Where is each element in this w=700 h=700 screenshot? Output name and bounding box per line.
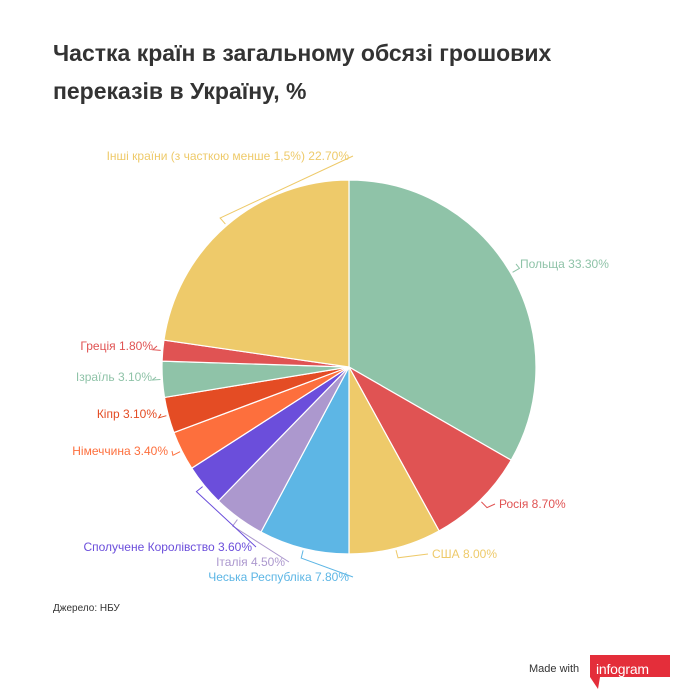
- source-note: Джерело: НБУ: [53, 603, 120, 614]
- pie-slice-10[interactable]: [163, 179, 350, 368]
- slice-label-8: Ізраїль 3.10%: [76, 370, 152, 384]
- leader-line-6: [171, 450, 181, 457]
- slice-label-0: Польща 33.30%: [520, 257, 609, 271]
- leader-line-8: [150, 376, 161, 381]
- slice-label-5: Сполучене Королівство 3.60%: [83, 540, 252, 554]
- slice-label-2: США 8.00%: [432, 547, 497, 561]
- pie-slice-2[interactable]: [348, 366, 440, 555]
- slice-label-1: Росія 8.70%: [499, 497, 566, 511]
- leader-line-2: [395, 549, 429, 559]
- slice-label-4: Італія 4.50%: [216, 555, 285, 569]
- pie-slice-1[interactable]: [347, 365, 512, 532]
- slice-label-10: Інші країни (з часткою менше 1,5%) 22.70…: [107, 149, 350, 163]
- leader-line-9: [151, 345, 161, 351]
- leader-line-5: [195, 486, 257, 548]
- infogram-brand-text[interactable]: infogram: [596, 661, 649, 677]
- slice-label-9: Греція 1.80%: [80, 339, 153, 353]
- chart-title: Частка країн в загальному обсязі грошови…: [53, 40, 552, 104]
- leader-line-7: [157, 413, 167, 419]
- leader-line-0: [512, 263, 521, 273]
- leader-line-10: [219, 155, 354, 225]
- pie-slice-0[interactable]: [348, 179, 537, 461]
- leader-line-3: [300, 550, 354, 578]
- slice-label-7: Кіпр 3.10%: [97, 407, 158, 421]
- leader-line-1: [481, 501, 496, 509]
- infogram-logo[interactable]: [586, 655, 670, 689]
- pie-slice-3[interactable]: [260, 366, 350, 555]
- made-with-text: Made with: [529, 663, 580, 675]
- slice-label-3: Чеська Республіка 7.80%: [208, 570, 349, 584]
- slice-label-6: Німеччина 3.40%: [72, 444, 168, 458]
